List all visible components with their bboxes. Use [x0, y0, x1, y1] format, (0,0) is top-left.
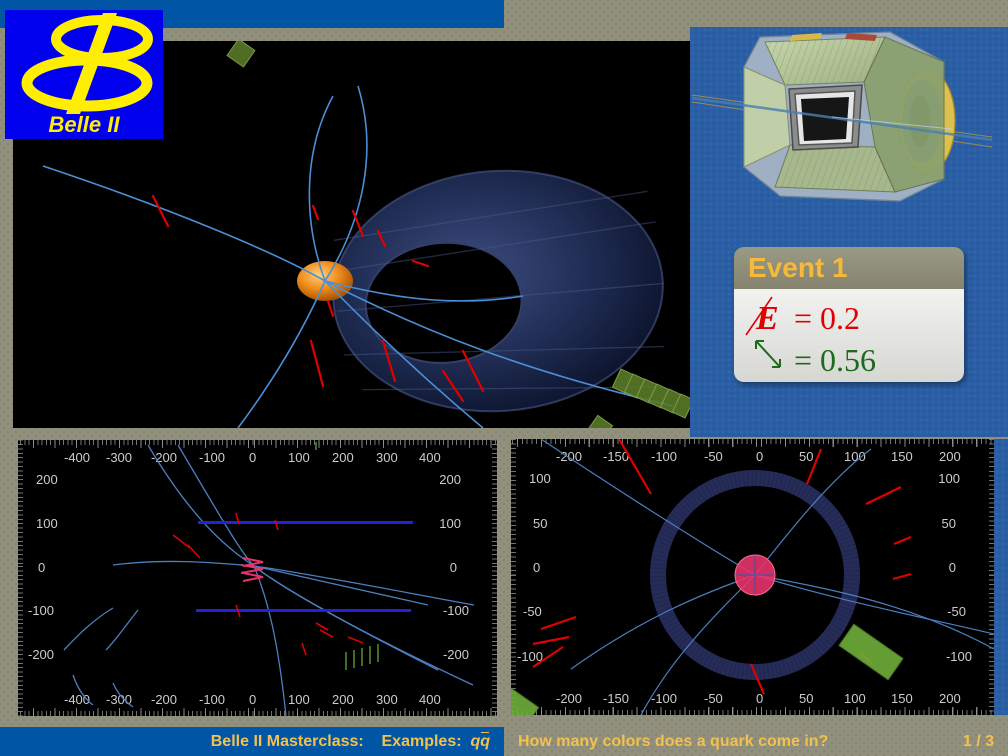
svg-text:= 0.56: = 0.56 — [794, 342, 876, 378]
svg-text:= 0.2: = 0.2 — [794, 300, 860, 336]
svg-text:Belle II: Belle II — [49, 112, 121, 137]
